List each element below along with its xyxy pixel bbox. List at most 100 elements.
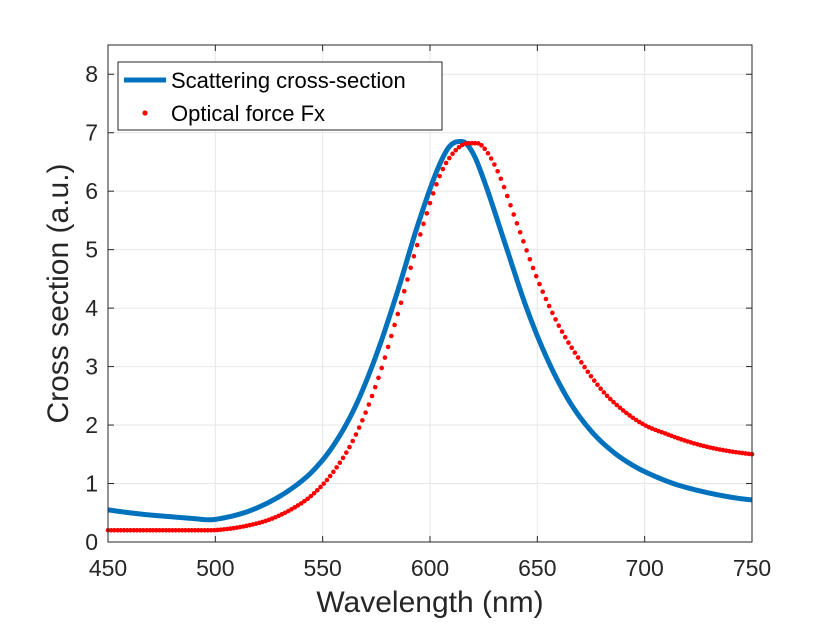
series-dot-optical-force — [418, 232, 423, 237]
series-dot-optical-force — [585, 369, 591, 375]
series-dot-optical-force — [125, 528, 130, 533]
series-dot-optical-force — [492, 162, 497, 167]
series-dot-optical-force — [163, 528, 169, 533]
series-dot-optical-force — [550, 310, 555, 316]
series-dot-optical-force — [514, 221, 520, 226]
series-dot-optical-force — [427, 200, 433, 206]
y-tick-label: 6 — [85, 178, 98, 204]
series-dot-optical-force — [530, 265, 536, 271]
series-dot-optical-force — [356, 425, 362, 430]
series-dot-optical-force — [134, 528, 140, 533]
series-dot-optical-force — [195, 528, 201, 533]
series-dot-optical-force — [311, 490, 317, 496]
series-dot-optical-force — [572, 350, 578, 355]
series-dot-optical-force — [186, 528, 191, 533]
series-dot-optical-force — [121, 528, 127, 533]
series-dot-optical-force — [450, 151, 455, 157]
series-dot-optical-force — [321, 481, 327, 486]
series-dot-optical-force — [537, 281, 542, 287]
series-dot-optical-force — [617, 405, 623, 411]
series-dot-optical-force — [630, 415, 636, 421]
series-dot-optical-force — [154, 528, 159, 533]
series-dot-optical-force — [453, 147, 459, 153]
series-dot-optical-force — [157, 528, 162, 533]
x-tick-label: 700 — [625, 555, 663, 581]
series-dot-optical-force — [118, 528, 124, 533]
series-dot-optical-force — [302, 498, 307, 504]
series-dot-optical-force — [533, 273, 539, 279]
series-dot-optical-force — [627, 413, 632, 418]
series-dot-optical-force — [347, 444, 352, 450]
series-dot-optical-force — [591, 378, 597, 383]
series-dot-optical-force — [608, 396, 613, 402]
series-dot-optical-force — [414, 242, 420, 248]
series-dot-optical-force — [488, 156, 494, 161]
series-dot-optical-force — [112, 528, 117, 533]
series-dot-optical-force — [543, 296, 549, 302]
x-tick-label: 650 — [518, 555, 556, 581]
series-dot-optical-force — [141, 528, 146, 533]
series-dot-optical-force — [350, 438, 356, 444]
series-dot-optical-force — [385, 344, 391, 350]
series-dot-optical-force — [192, 528, 198, 533]
y-tick-label: 2 — [85, 412, 98, 438]
series-dot-optical-force — [553, 317, 558, 322]
series-dot-optical-force — [614, 402, 620, 408]
series-dot-optical-force — [108, 528, 114, 533]
y-tick-label: 7 — [85, 120, 98, 146]
series-dot-optical-force — [421, 221, 426, 227]
series-dot-optical-force — [479, 143, 484, 148]
series-dot-optical-force — [340, 455, 346, 461]
series-dot-optical-force — [511, 212, 517, 217]
series-dot-optical-force — [199, 528, 204, 533]
series-line-scattering — [107, 138, 753, 523]
series-dot-optical-force — [424, 211, 430, 216]
series-dot-optical-force — [205, 528, 211, 533]
series-dot-optical-force — [482, 146, 488, 152]
series-dot-optical-force — [504, 193, 510, 199]
legend-swatch-optical-force — [142, 110, 148, 116]
series-dot-optical-force — [521, 239, 526, 244]
series-dot-optical-force — [456, 144, 462, 150]
series-dot-optical-force — [604, 393, 610, 399]
series-dot-optical-force — [160, 528, 166, 533]
series-dot-optical-force — [408, 265, 413, 271]
series-dot-optical-force — [343, 450, 349, 455]
series-dot-optical-force — [620, 408, 626, 413]
series-dot-optical-force — [208, 527, 214, 533]
series-dot-optical-force — [595, 382, 600, 388]
x-tick-label: 450 — [89, 555, 127, 581]
series-dot-optical-force — [588, 373, 594, 379]
series-dot-optical-force — [318, 484, 323, 490]
series-dot-optical-force — [524, 248, 529, 253]
x-axis-title: Wavelength (nm) — [316, 586, 543, 619]
series-dot-optical-force — [115, 528, 120, 533]
x-tick-label: 600 — [411, 555, 449, 581]
series-dot-optical-force — [369, 393, 375, 399]
legend: Scattering cross-section Optical force F… — [117, 61, 443, 131]
series-dot-optical-force — [495, 168, 500, 174]
tick-layer: 450 500 550 600 650 700 750 0 1 2 3 4 5 6 7 8 — [85, 45, 771, 581]
series-dot-optical-force — [331, 469, 336, 475]
series-dot-optical-force — [517, 229, 523, 235]
y-tick-label: 4 — [85, 295, 98, 321]
series-dot-optical-force — [324, 477, 330, 483]
series-dot-optical-force — [566, 340, 571, 345]
series-dot-optical-force — [401, 288, 407, 294]
legend-label-scattering: Scattering cross-section — [171, 68, 406, 93]
series-dot-optical-force — [559, 329, 565, 334]
series-dot-optical-force — [447, 155, 452, 161]
series-dot-optical-force — [363, 410, 368, 415]
series-dot-optical-force — [601, 390, 607, 395]
series-dot-optical-force — [395, 311, 401, 317]
series-dot-optical-force — [182, 528, 188, 533]
series-dot-optical-force — [501, 184, 507, 190]
x-tick-label: 750 — [733, 555, 771, 581]
series-dot-optical-force — [298, 501, 304, 506]
series-dot-optical-force — [582, 364, 587, 370]
series-dot-optical-force — [353, 432, 359, 437]
series-dot-optical-force — [170, 528, 175, 533]
series-dot-optical-force — [540, 289, 545, 294]
series-dot-optical-force — [176, 528, 182, 533]
y-tick-label: 5 — [85, 237, 98, 263]
